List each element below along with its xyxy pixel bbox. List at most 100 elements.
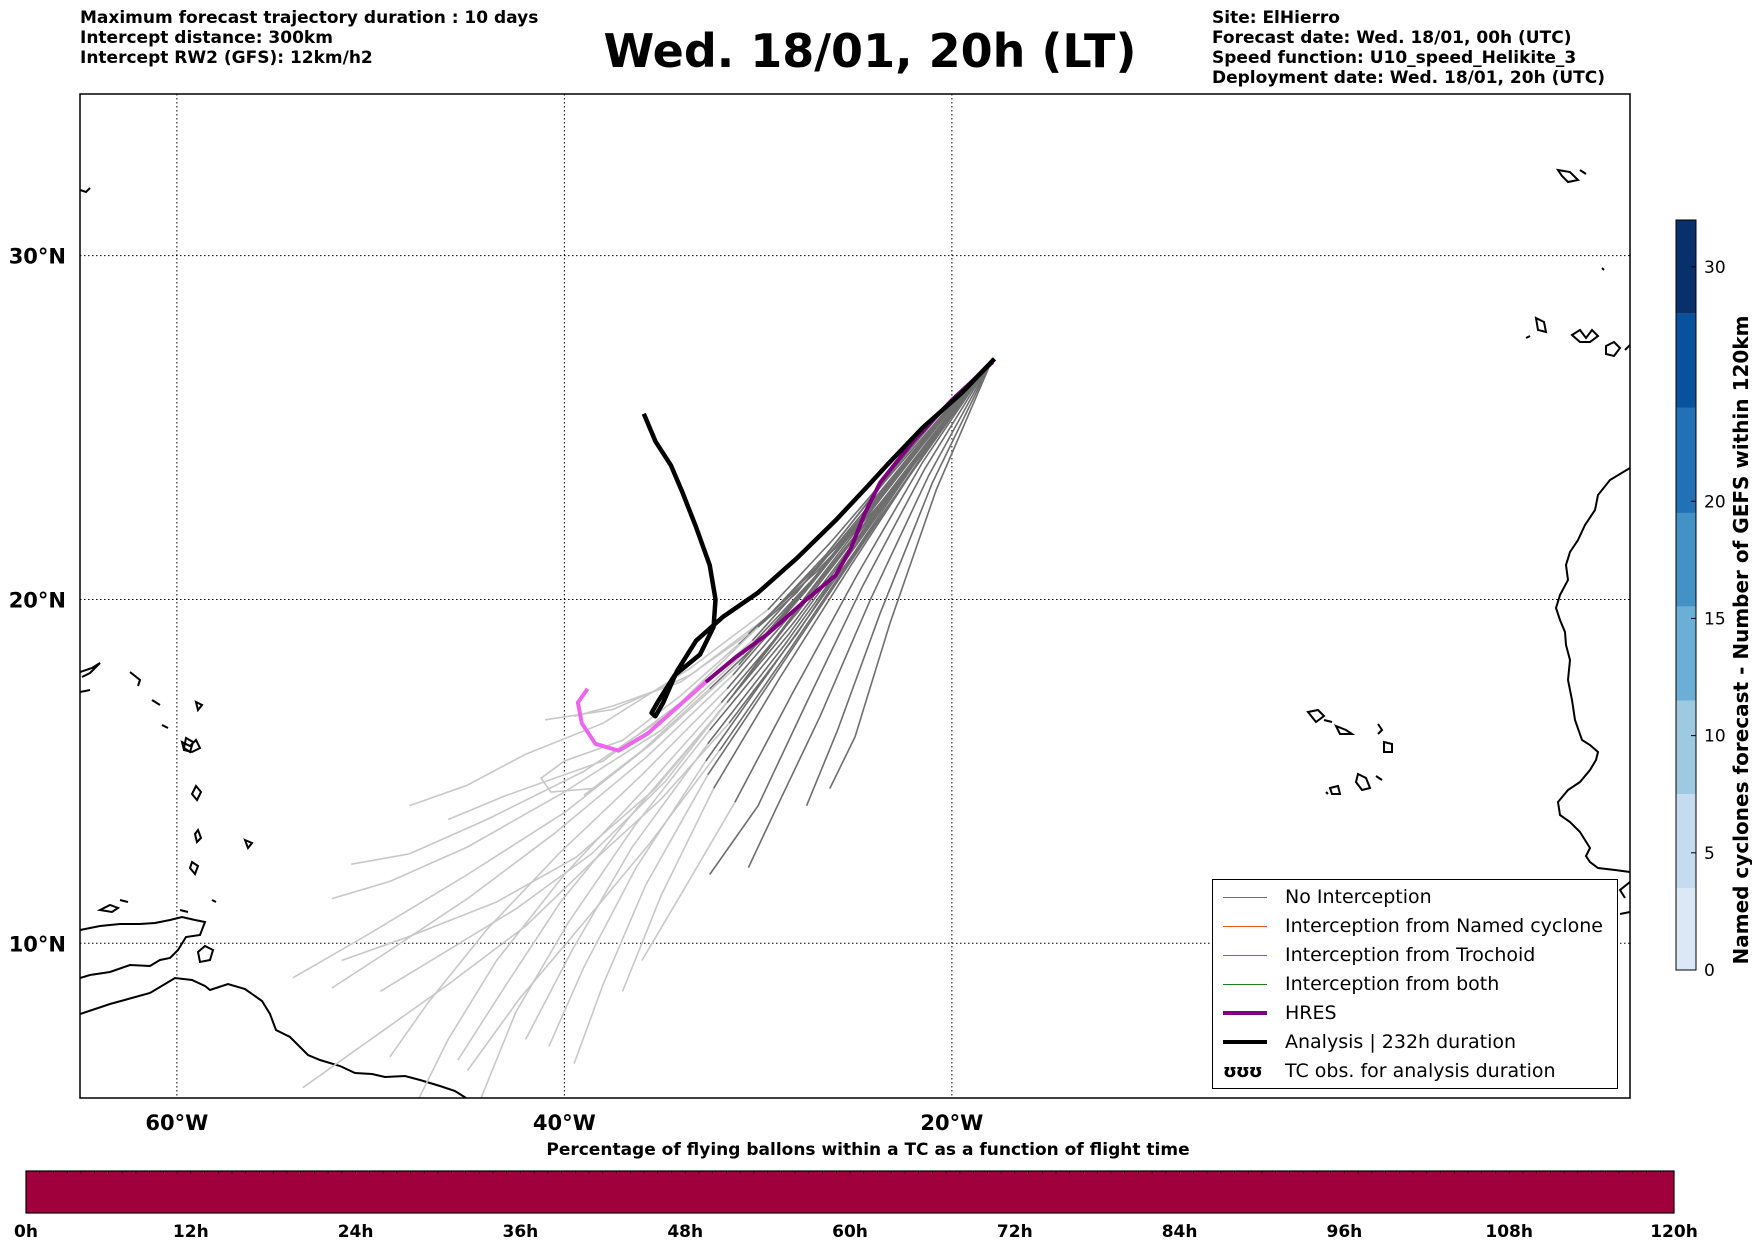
coastline-africa — [1554, 467, 1630, 873]
trajectory-tracks — [292, 357, 997, 1098]
ensemble-track-late — [409, 609, 769, 807]
colorbar-bottom-tick-label: 0h — [14, 1222, 38, 1241]
legend-swatch-no-interception — [1223, 896, 1267, 898]
colorbar-right-tick-label: 10 — [1704, 727, 1726, 747]
ensemble-track-late — [379, 691, 736, 993]
speed-function-text: Speed function: U10_speed_Helikite_3 — [1212, 48, 1577, 68]
legend-swatch-trochoid — [1223, 954, 1267, 956]
colorbar-right-tick-label: 5 — [1704, 844, 1715, 864]
ensemble-track-late — [621, 788, 715, 992]
island-madeira — [1555, 168, 1581, 184]
colorbar-bottom-tick-label: 72h — [997, 1222, 1033, 1241]
site-text: Site: ElHierro — [1212, 8, 1340, 28]
tc-obs-icon: ʊʊʊ — [1223, 1060, 1263, 1082]
legend-label-no-interception: No Interception — [1285, 886, 1432, 908]
legend-item-both: Interception from both — [1223, 971, 1499, 997]
colorbar-band — [1676, 313, 1696, 408]
forecast-date-text: Forecast date: Wed. 18/01, 00h (UTC) — [1212, 28, 1572, 48]
lon-tick-label: 60°W — [145, 1111, 208, 1135]
ensemble-track-late — [341, 702, 728, 962]
map-title: Wed. 18/01, 20h (LT) — [603, 24, 1137, 78]
colorbar-band — [1676, 512, 1696, 607]
colorbar-right-tick-label: 30 — [1704, 258, 1726, 278]
intercept-distance-text: Intercept distance: 300km — [80, 28, 333, 48]
island-santiago — [1354, 772, 1372, 792]
colorbar-bottom-tick-label: 120h — [1650, 1222, 1698, 1241]
coastline-venezuela — [80, 915, 207, 979]
analysis-track — [641, 357, 997, 719]
ensemble-track-late — [302, 722, 730, 1089]
intercept-rw2-text: Intercept RW2 (GFS): 12km/h2 — [80, 48, 373, 68]
axis-tick-labels: 60°W 40°W 20°W 30°N 20°N 10°N — [9, 245, 984, 1135]
colorbar-band — [1676, 606, 1696, 701]
ensemble-track-late — [331, 674, 734, 989]
ensemble-track-no-interception — [718, 358, 994, 752]
ensemble-track-no-interception — [747, 358, 994, 868]
island-brava — [1325, 791, 1329, 795]
legend-item-tc-obs: ʊʊʊ TC obs. for analysis duration — [1223, 1058, 1556, 1084]
colorbar-bottom-title: Percentage of flying ballons within a TC… — [546, 1140, 1189, 1160]
ensemble-track-late — [466, 750, 721, 1071]
island-lesser-antilles-3 — [193, 827, 203, 844]
legend-label-hres: HRES — [1285, 1002, 1337, 1024]
legend-swatch-both — [1223, 983, 1267, 985]
island-tobago — [211, 899, 217, 903]
island-sao-vicente — [1323, 719, 1333, 723]
ensemble-track-late — [641, 801, 736, 961]
ensemble-track-no-interception — [709, 358, 994, 875]
island-lesser-antilles-2 — [190, 784, 203, 802]
ensemble-track-late — [583, 688, 711, 797]
colorbar-bottom-tick-label: 48h — [667, 1222, 703, 1241]
coastline-africa-guinea — [1619, 911, 1630, 915]
colorbar-right-label: Named cyclones forecast - Number of GEFS… — [1729, 316, 1752, 965]
island-porto-santo — [1579, 169, 1587, 175]
island-small-3 — [80, 689, 91, 693]
colorbar-right-tick-label: 0 — [1704, 961, 1715, 981]
coastline-south-america — [80, 976, 467, 1098]
ensemble-track-late — [539, 643, 740, 793]
ensemble-track-late — [573, 633, 749, 718]
colorbar-right-frame — [1675, 219, 1697, 971]
deployment-date-text: Deployment date: Wed. 18/01, 20h (UTC) — [1212, 68, 1606, 88]
colorbar-bottom-tick-label: 60h — [832, 1222, 868, 1241]
island-fogo — [1328, 784, 1342, 795]
island-lanzarote — [1570, 328, 1600, 343]
colorbar-named-cyclones: 0 5 10 15 20 30 — [1675, 219, 1726, 981]
ensemble-track-late — [447, 626, 759, 821]
colorbar-band — [1676, 220, 1696, 314]
colorbar-bottom-tick-label: 24h — [338, 1222, 374, 1241]
coastline-africa-north — [1624, 344, 1630, 351]
lat-tick-label: 30°N — [9, 245, 66, 269]
lat-tick-label: 10°N — [9, 932, 66, 956]
island-aruba — [96, 903, 121, 914]
ensemble-track-late — [418, 702, 722, 1098]
ensemble-track-no-interception — [829, 358, 994, 789]
island-la-palma — [1525, 335, 1531, 339]
island-small-1 — [129, 671, 142, 687]
header-info-right: Site: ElHierro Forecast date: Wed. 18/01… — [1212, 8, 1605, 88]
ensemble-track-late — [480, 729, 711, 1098]
ensemble-track-late — [548, 760, 707, 1047]
legend-swatch-hres — [1223, 1011, 1267, 1015]
ensemble-track-late — [573, 774, 709, 1064]
island-selvagens — [1601, 267, 1605, 271]
colorbar-bottom-tick-label: 108h — [1485, 1222, 1533, 1241]
ensemble-track-late — [524, 743, 709, 1040]
legend-item-trochoid: Interception from Trochoid — [1223, 942, 1535, 968]
header-info-left: Maximum forecast trajectory duration : 1… — [80, 8, 538, 68]
coastline-africa-bijagos — [1618, 881, 1630, 899]
ensemble-track-no-interception — [726, 358, 994, 704]
legend-swatch-analysis — [1223, 1040, 1267, 1044]
legend-item-hres: HRES — [1223, 1000, 1337, 1026]
island-virgin — [80, 662, 101, 678]
colorbar-bottom-fill — [25, 1170, 1675, 1214]
hres-track-late — [575, 680, 708, 753]
island-trinidad — [196, 944, 215, 964]
island-tenerife — [1534, 316, 1548, 334]
lon-tick-label: 40°W — [533, 1111, 596, 1135]
island-curacao — [119, 899, 129, 903]
colorbar-bottom-tick-label: 84h — [1162, 1222, 1198, 1241]
island-small-5 — [80, 187, 91, 194]
lat-tick-label: 20°N — [9, 588, 66, 612]
